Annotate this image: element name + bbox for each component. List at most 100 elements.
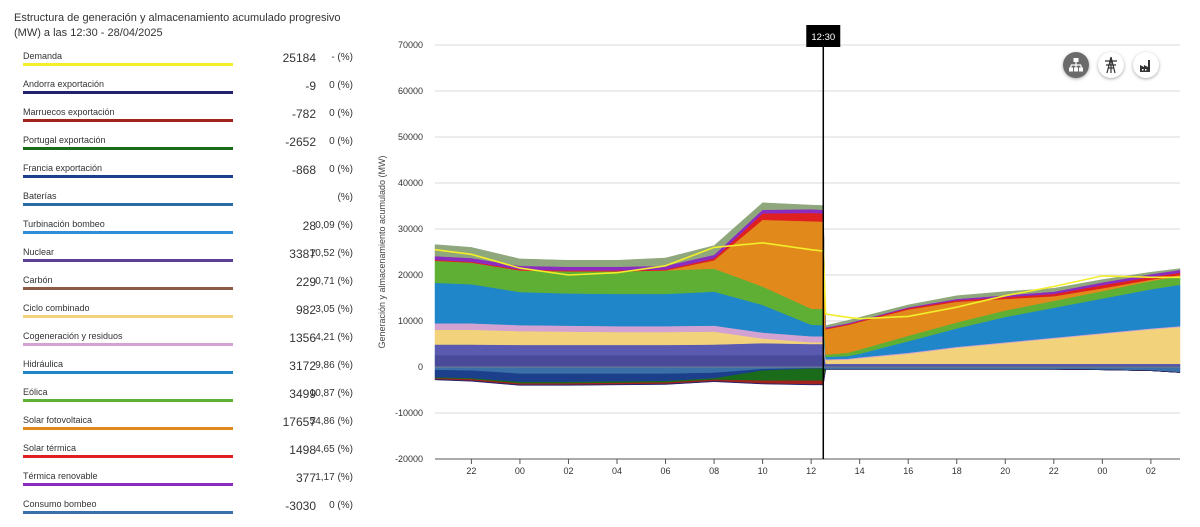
y-tick-label: -20000 xyxy=(395,454,423,464)
legend-item[interactable]: Baterías (%) xyxy=(23,191,363,219)
chart-title: Estructura de generación y almacenamient… xyxy=(14,12,341,39)
legend-item-label: Francia exportación xyxy=(23,163,103,173)
y-tick-label: 40000 xyxy=(398,178,423,188)
legend-item-swatch xyxy=(23,427,233,430)
legend-item[interactable]: Térmica renovable 377 1,17 (%) xyxy=(23,471,363,499)
y-tick-label: 60000 xyxy=(398,86,423,96)
legend-item[interactable]: Hidráulica 3172 9,86 (%) xyxy=(23,359,363,387)
y-tick-label: 10000 xyxy=(398,316,423,326)
area-series-andorra-exportaci-n xyxy=(434,369,1181,386)
legend-item-swatch xyxy=(23,483,233,486)
legend-item-percent: 0 (%) xyxy=(329,108,353,119)
legend-item-percent: 0,71 (%) xyxy=(315,276,353,287)
time-cursor-badge xyxy=(806,25,841,47)
legend-item-percent: 3,05 (%) xyxy=(315,304,353,315)
legend-item[interactable]: Turbinación bombeo 28 0,09 (%) xyxy=(23,219,363,247)
x-tick-label: 16 xyxy=(903,466,913,476)
legend-item-value: 3387 xyxy=(289,247,316,261)
x-tick-label: 06 xyxy=(661,466,671,476)
legend-item-value: 3172 xyxy=(289,359,316,373)
chart-plot: -20000 -10000 0 10000 20000 30000 40000 50000 60… xyxy=(377,25,1181,476)
legend-item-label: Marruecos exportación xyxy=(23,107,115,117)
legend-item[interactable]: Demanda 25184 - (%) xyxy=(23,51,363,79)
legend-item[interactable]: Nuclear 3387 10,52 (%) xyxy=(23,247,363,275)
legend-item-swatch xyxy=(23,455,233,458)
x-tick-label: 08 xyxy=(709,466,719,476)
legend-item-swatch xyxy=(23,203,233,206)
legend-item-swatch xyxy=(23,315,233,318)
legend-item-percent: 0 (%) xyxy=(329,136,353,147)
legend-item-swatch xyxy=(23,175,233,178)
legend-item[interactable]: Marruecos exportación -782 0 (%) xyxy=(23,107,363,135)
legend-item-value: 25184 xyxy=(282,51,316,65)
legend-item-value: 982 xyxy=(295,303,316,317)
legend-item[interactable]: Consumo bombeo -3030 0 (%) xyxy=(23,499,363,527)
legend-item-swatch xyxy=(23,399,233,402)
legend-item-swatch xyxy=(23,91,233,94)
x-tick-label: 04 xyxy=(612,466,622,476)
legend-item[interactable]: Solar fotovoltaica 17657 54,86 (%) xyxy=(23,415,363,443)
demand-line xyxy=(434,241,1180,320)
legend-item-label: Carbón xyxy=(23,275,53,285)
legend-item[interactable]: Ciclo combinado 982 3,05 (%) xyxy=(23,303,363,331)
legend-item[interactable]: Cogeneración y residuos 1356 4,21 (%) xyxy=(23,331,363,359)
legend-panel: Estructura de generación y almacenamient… xyxy=(0,0,370,520)
network-icon xyxy=(1069,58,1083,72)
legend-item-percent: 4,65 (%) xyxy=(315,444,353,455)
legend-item[interactable]: Carbón 229 0,71 (%) xyxy=(23,275,363,303)
x-tick-label: 02 xyxy=(1146,466,1156,476)
transmission-tower-icon xyxy=(1105,56,1117,74)
legend-item-value: -3030 xyxy=(285,499,316,513)
legend-item[interactable]: Portugal exportación -2652 0 (%) xyxy=(23,135,363,163)
legend-item-percent: 0,09 (%) xyxy=(315,220,353,231)
x-tick-label: 22 xyxy=(466,466,476,476)
x-tick-label: 00 xyxy=(1097,466,1107,476)
legend-item[interactable]: Eólica 3499 10,87 (%) xyxy=(23,387,363,415)
transmission-view-button[interactable] xyxy=(1098,52,1124,78)
y-tick-label: 0 xyxy=(418,362,423,372)
legend-item-value: 229 xyxy=(295,275,316,289)
factory-icon xyxy=(1140,60,1150,72)
y-tick-label: 50000 xyxy=(398,132,423,142)
legend-item-swatch xyxy=(23,511,233,514)
legend-item-label: Eólica xyxy=(23,387,48,397)
legend-item-percent: 1,17 (%) xyxy=(315,472,353,483)
legend-item-swatch xyxy=(23,371,233,374)
legend-item[interactable]: Andorra exportación -9 0 (%) xyxy=(23,79,363,107)
network-view-button[interactable] xyxy=(1063,52,1089,78)
legend-item-label: Demanda xyxy=(23,51,63,61)
x-tick-label: 14 xyxy=(855,466,865,476)
area-series-otros xyxy=(434,202,1181,328)
legend-item-swatch xyxy=(23,287,233,290)
legend-item-value: -782 xyxy=(291,107,316,121)
legend-item-label: Nuclear xyxy=(23,247,55,257)
x-tick-label: 00 xyxy=(515,466,525,476)
legend-item-label: Andorra exportación xyxy=(23,79,105,89)
factory-view-button[interactable] xyxy=(1133,52,1159,78)
x-tick-label: 22 xyxy=(1049,466,1059,476)
legend-item-percent: 0 (%) xyxy=(329,500,353,511)
legend-item-percent: 4,21 (%) xyxy=(315,332,353,343)
legend-item-swatch xyxy=(23,147,233,150)
legend-item-percent: 10,52 (%) xyxy=(309,248,353,259)
legend-item-percent: 54,86 (%) xyxy=(309,416,353,427)
legend-item-percent: 0 (%) xyxy=(329,80,353,91)
legend-item-label: Baterías xyxy=(23,191,57,201)
x-tick-label: 12 xyxy=(806,466,816,476)
legend-item-percent: 0 (%) xyxy=(329,164,353,175)
legend-item-swatch xyxy=(23,343,233,346)
legend-item[interactable]: Francia exportación -868 0 (%) xyxy=(23,163,363,191)
legend-item-value: 17657 xyxy=(282,415,316,429)
legend-item-swatch xyxy=(23,63,233,66)
legend-item-value: -2652 xyxy=(285,135,316,149)
legend-item-label: Turbinación bombeo xyxy=(23,219,105,229)
legend-item-swatch xyxy=(23,231,233,234)
legend-item-value: -9 xyxy=(305,79,316,93)
legend-item-value: 377 xyxy=(295,471,316,485)
legend-item[interactable]: Solar térmica 1498 4,65 (%) xyxy=(23,443,363,471)
x-tick-label: 18 xyxy=(952,466,962,476)
legend-item-percent: 9,86 (%) xyxy=(315,360,353,371)
legend-item-label: Portugal exportación xyxy=(23,135,106,145)
legend-item-label: Térmica renovable xyxy=(23,471,98,481)
legend-item-label: Hidráulica xyxy=(23,359,64,369)
